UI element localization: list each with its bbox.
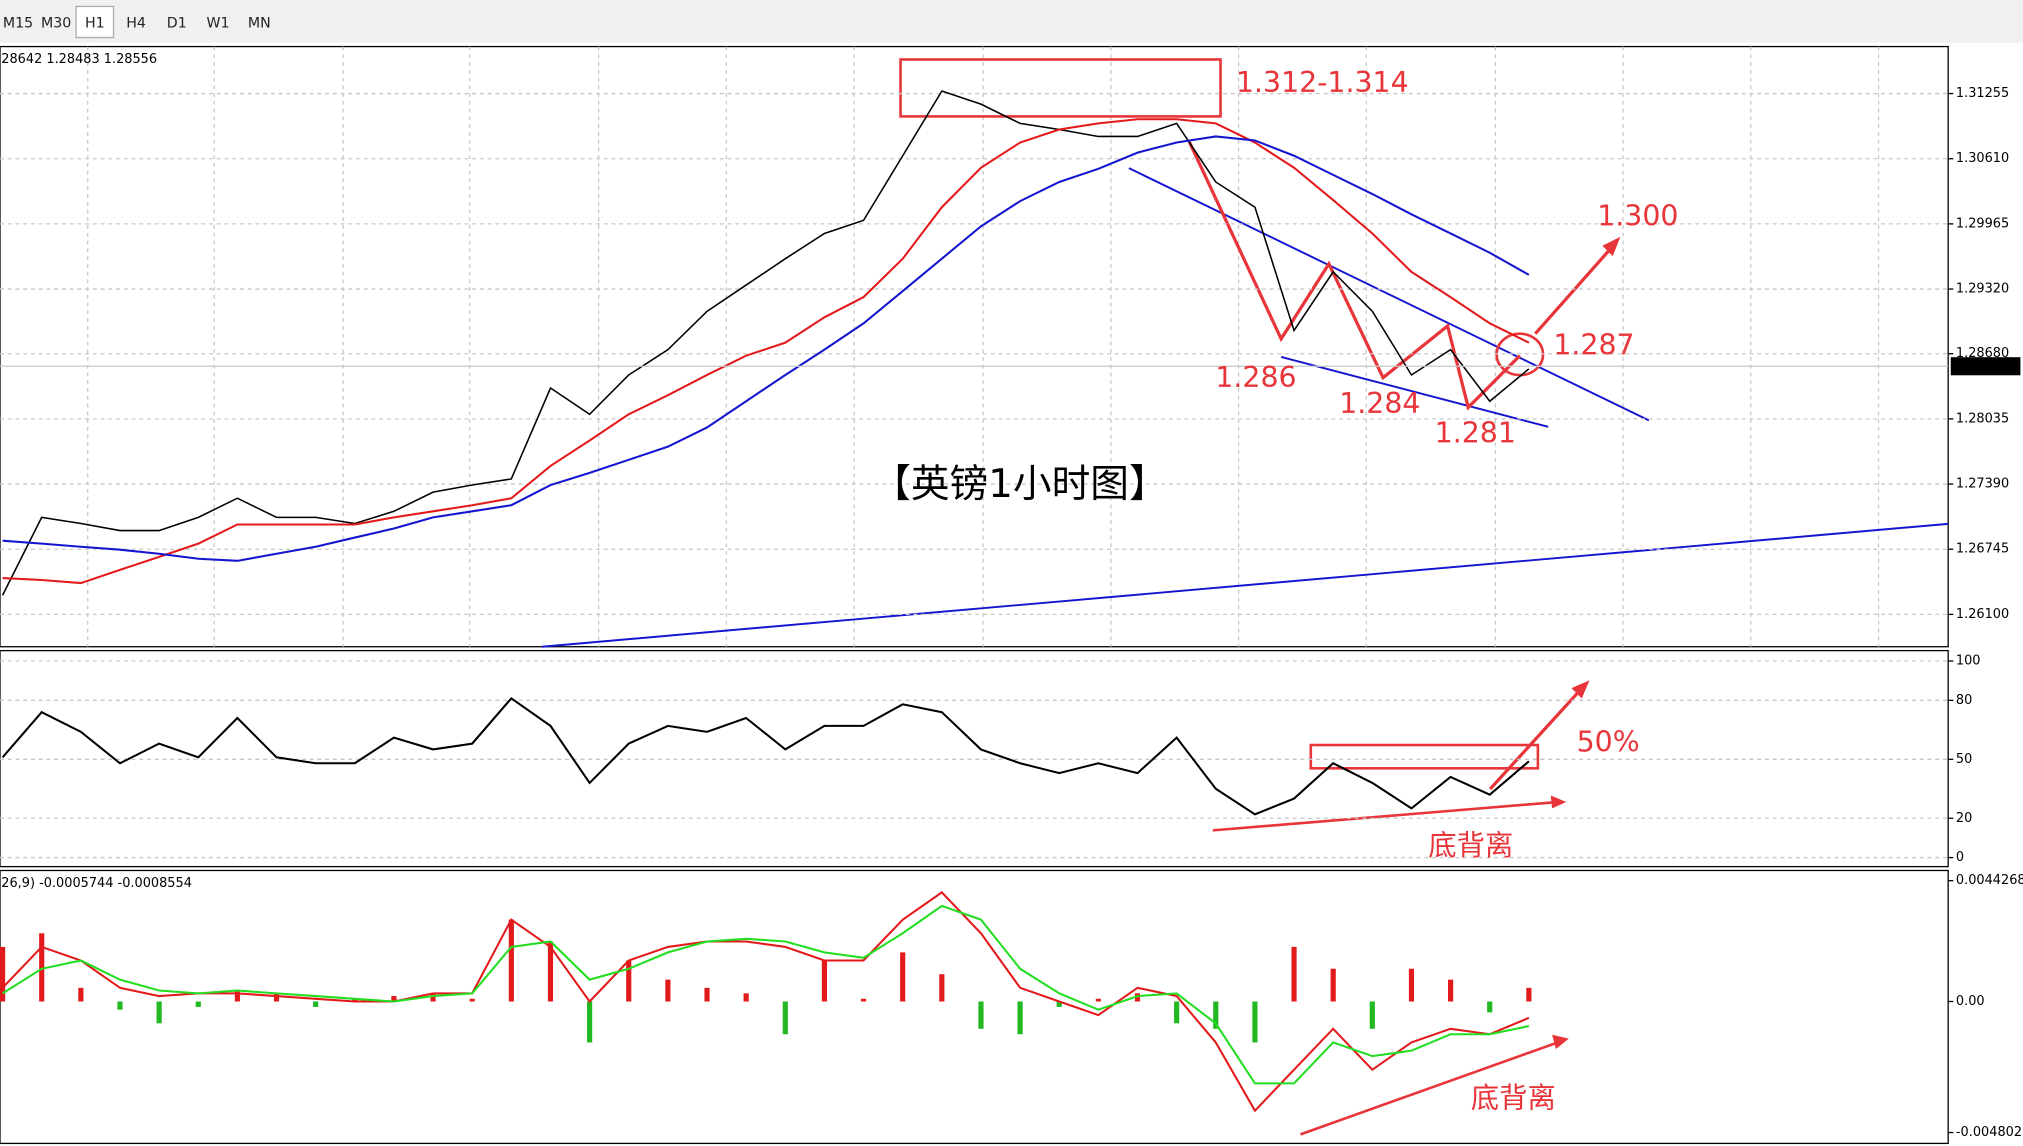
histogram-bar <box>782 1001 788 1035</box>
histogram-bar <box>508 919 514 1002</box>
histogram-bar <box>665 979 671 1002</box>
annotation: 50% <box>1577 726 1640 759</box>
histogram-bar <box>430 993 436 1002</box>
annotation: 【英镑1小时图】 <box>872 462 1168 507</box>
histogram-bar <box>0 946 6 1002</box>
last-price-box <box>1950 357 2021 376</box>
histogram-bar <box>1134 993 1141 1002</box>
y-tick-label: 0.0044268 <box>1956 873 2023 888</box>
y-tick-label: 1.29965 <box>1956 216 2009 231</box>
annotation: 1.287 <box>1553 329 1634 362</box>
histogram-bar <box>234 990 240 1002</box>
annotation: 1.284 <box>1339 387 1420 420</box>
y-tick-label: -0.004802 <box>1956 1125 2022 1140</box>
histogram-bar <box>391 996 397 1002</box>
histogram-bar <box>1408 968 1415 1002</box>
y-tick-label: 1.28035 <box>1956 411 2009 426</box>
y-tick-label: 1.31255 <box>1956 86 2009 101</box>
series-line <box>2 135 1530 562</box>
annotation: 底背离 <box>1428 829 1513 862</box>
histogram-bar <box>1017 1001 1023 1035</box>
y-tick-label: 0.00 <box>1956 994 1985 1009</box>
y-tick-label: 80 <box>1956 693 1972 708</box>
macd-panel <box>0 869 1949 1145</box>
histogram-bar <box>626 960 632 1002</box>
y-tick-label: 1.30610 <box>1956 151 2009 166</box>
histogram-bar <box>195 1001 201 1007</box>
series-line <box>1 890 1530 1113</box>
histogram-bar <box>273 993 280 1002</box>
series-line <box>1 696 1530 816</box>
histogram-bar <box>78 987 84 1002</box>
histogram-bar <box>939 974 945 1002</box>
y-tick-label: 0 <box>1956 850 1964 865</box>
indicator-info: 28642 1.28483 1.28556 <box>1 52 157 67</box>
annotation: 1.286 <box>1215 361 1296 394</box>
histogram-bar <box>1095 998 1101 1002</box>
histogram-bar <box>1213 1001 1219 1029</box>
series-line <box>2 118 1530 585</box>
timeframe-button[interactable]: D1 <box>167 15 187 31</box>
histogram-bar <box>117 1001 123 1010</box>
price-panel <box>0 45 1949 648</box>
timeframe-button[interactable]: H4 <box>126 15 146 31</box>
y-tick-label: 100 <box>1956 654 1981 669</box>
histogram-bar <box>1330 968 1336 1002</box>
timeframe-button[interactable]: MN <box>248 15 271 31</box>
series-line <box>1 90 1530 596</box>
histogram-bar <box>860 998 867 1002</box>
y-tick-label: 1.29320 <box>1956 282 2009 297</box>
histogram-bar <box>1252 1001 1258 1043</box>
histogram-bar <box>704 987 710 1002</box>
histogram-bar <box>1487 1001 1493 1013</box>
histogram-bar <box>352 998 358 1002</box>
histogram-bar <box>821 960 828 1002</box>
last-price-label: 1.28556 <box>1956 359 2009 374</box>
annotation: 1.281 <box>1435 417 1516 450</box>
histogram-bar <box>1448 979 1454 1002</box>
y-tick-label: 50 <box>1956 752 1972 767</box>
y-tick-label: 1.26100 <box>1956 607 2009 622</box>
histogram-bar <box>978 1001 984 1029</box>
histogram-bar <box>1174 1001 1180 1024</box>
timeframe-button[interactable]: H1 <box>85 15 105 31</box>
indicator-info: 26,9) -0.0005744 -0.0008554 <box>1 876 192 891</box>
timeframe-button[interactable]: W1 <box>207 15 230 31</box>
y-tick-label: 1.27390 <box>1956 477 2009 492</box>
series-line <box>2 904 1530 1085</box>
toolbar <box>0 0 2023 43</box>
timeframe-selected <box>75 5 115 39</box>
vertical-grid <box>87 46 1880 647</box>
histogram-bar <box>469 998 475 1002</box>
timeframe-button[interactable]: M15 <box>3 15 33 31</box>
histogram-bar <box>1291 946 1297 1002</box>
histogram-bar <box>313 1001 319 1007</box>
annotation: 1.312-1.314 <box>1236 66 1409 99</box>
timeframe-button[interactable]: M30 <box>41 15 71 31</box>
annotation: 底背离 <box>1471 1081 1556 1114</box>
histogram-bar <box>39 933 45 1002</box>
trendlines <box>541 58 1949 1136</box>
y-tick-label: 1.26745 <box>1956 542 2009 557</box>
histogram-bar <box>743 993 749 1002</box>
histogram-bar <box>900 952 906 1002</box>
histogram-bar <box>1369 1001 1375 1029</box>
histogram-bar <box>1056 1001 1062 1007</box>
annotation: 1.300 <box>1597 199 1678 232</box>
histogram-bar <box>587 1001 593 1043</box>
histogram-bar <box>1526 987 1532 1002</box>
histogram-bar <box>156 1001 162 1024</box>
rsi-panel <box>0 649 1949 868</box>
histogram-bar <box>547 941 554 1002</box>
y-tick-label: 20 <box>1956 811 1972 826</box>
